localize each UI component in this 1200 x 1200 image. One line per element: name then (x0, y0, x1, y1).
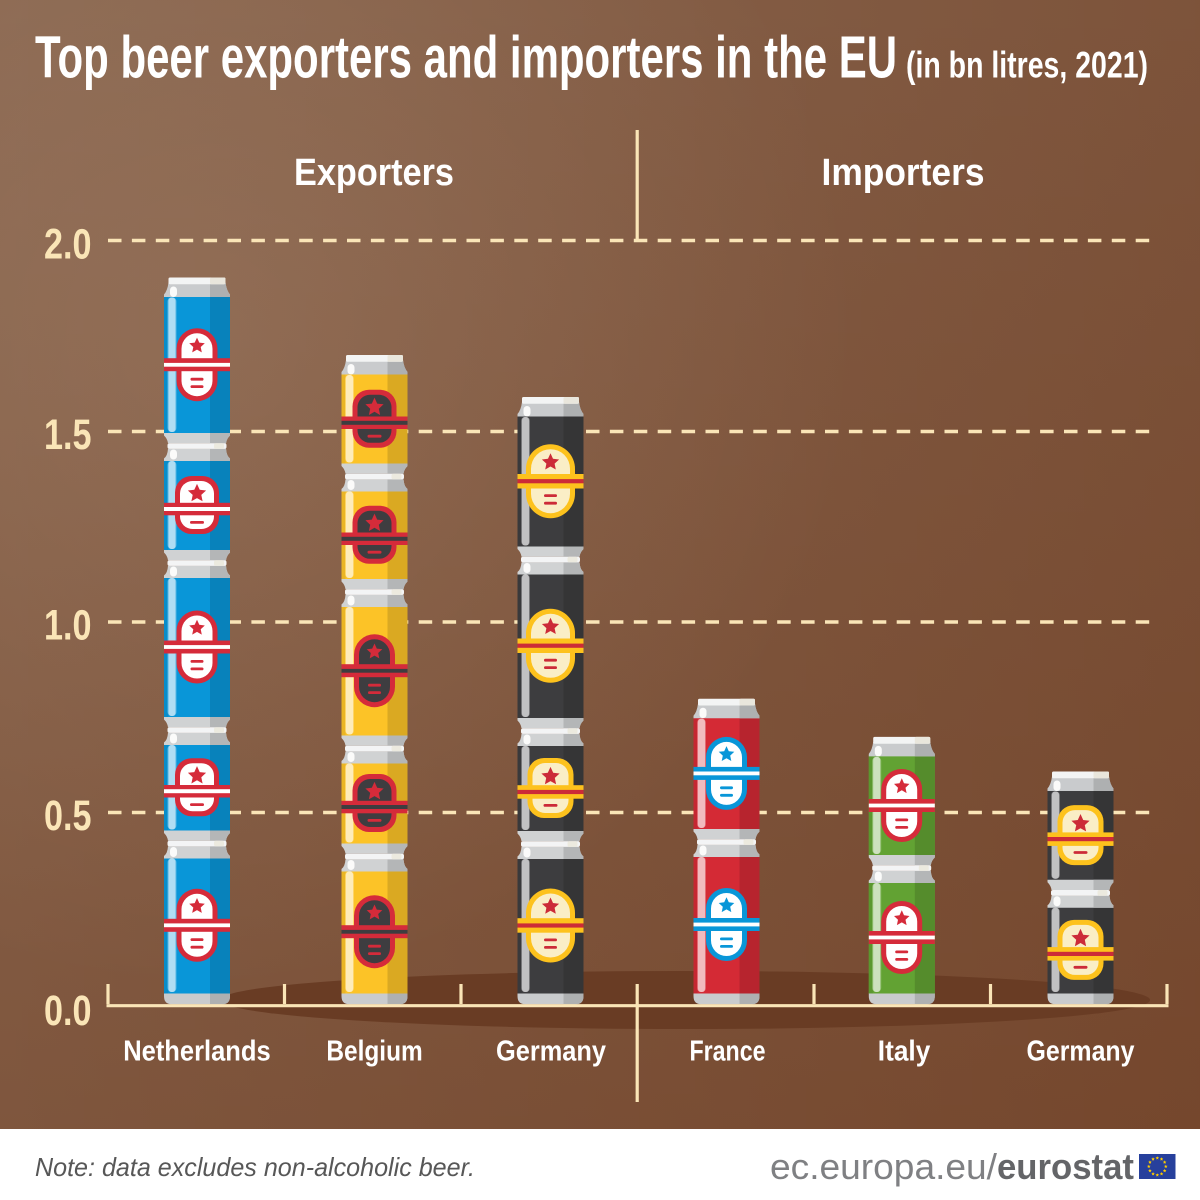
svg-text:Germany: Germany (496, 1036, 606, 1068)
svg-text:0.0: 0.0 (44, 987, 92, 1035)
svg-text:0.5: 0.5 (44, 792, 92, 840)
svg-text:Italy: Italy (878, 1036, 931, 1068)
svg-text:Top beer exporters and importe: Top beer exporters and importers in the … (35, 25, 897, 91)
svg-text:Exporters: Exporters (294, 152, 454, 194)
svg-text:Importers: Importers (822, 152, 985, 194)
svg-text:Germany: Germany (1027, 1036, 1135, 1068)
svg-text:ec.europa.eu/: ec.europa.eu/ (770, 1146, 997, 1187)
svg-text:Note: data excludes non-alcoho: Note: data excludes non-alcoholic beer. (35, 1152, 475, 1182)
svg-text:Netherlands: Netherlands (123, 1036, 271, 1068)
svg-text:Belgium: Belgium (326, 1036, 422, 1068)
svg-text:1.0: 1.0 (44, 602, 92, 650)
svg-text:France: France (690, 1036, 766, 1068)
svg-text:eurostat: eurostat (997, 1146, 1134, 1187)
svg-text:1.5: 1.5 (44, 411, 92, 459)
svg-text:2.0: 2.0 (44, 221, 92, 269)
svg-text:(in bn litres, 2021): (in bn litres, 2021) (906, 45, 1148, 86)
